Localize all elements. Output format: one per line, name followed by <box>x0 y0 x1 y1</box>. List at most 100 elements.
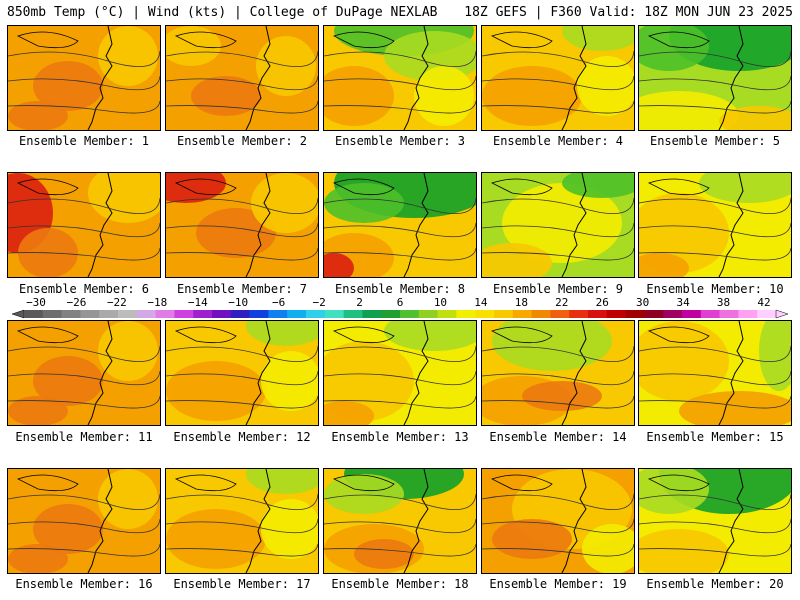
colorbar-tick-label: −14 <box>187 296 208 309</box>
temperature-field <box>639 173 791 277</box>
temperature-colorbar <box>12 309 788 319</box>
temperature-field <box>166 321 318 425</box>
ensemble-member-map <box>165 172 319 278</box>
map-title: 850mb Temp (°C) | Wind (kts) | College o… <box>7 5 438 20</box>
colorbar-tick-label: −2 <box>312 296 326 309</box>
temperature-field <box>482 26 634 130</box>
ensemble-member-map <box>7 25 161 131</box>
ensemble-member-map <box>481 468 635 574</box>
colorbar-tick-label: −30 <box>26 296 46 309</box>
member-label: Ensemble Member: 2 <box>176 134 308 148</box>
ensemble-member-map <box>323 468 477 574</box>
ensemble-member-map <box>7 320 161 426</box>
colorbar-segment <box>80 310 100 318</box>
member-label: Ensemble Member: 18 <box>331 577 469 591</box>
member-label: Ensemble Member: 12 <box>173 430 311 444</box>
member-label: Ensemble Member: 1 <box>18 134 150 148</box>
ensemble-member-map <box>481 320 635 426</box>
member-label: Ensemble Member: 13 <box>331 430 469 444</box>
colorbar-tick-label: 26 <box>595 296 609 309</box>
colorbar-segment <box>682 310 702 318</box>
ensemble-member-map <box>638 320 792 426</box>
colorbar-tick-label: 18 <box>514 296 528 309</box>
temperature-field <box>482 469 634 573</box>
colorbar-segment <box>644 310 664 318</box>
ensemble-member-map <box>323 172 477 278</box>
member-label: Ensemble Member: 6 <box>18 282 150 296</box>
member-label: Ensemble Member: 17 <box>173 577 311 591</box>
colorbar-tick-label: −22 <box>106 296 127 309</box>
ensemble-member-map <box>165 320 319 426</box>
colorbar-segment <box>249 310 269 318</box>
ensemble-member-map <box>7 172 161 278</box>
ensemble-member-map <box>638 172 792 278</box>
temperature-field <box>639 469 791 573</box>
colorbar-segment <box>212 310 232 318</box>
colorbar-segment <box>24 310 44 318</box>
colorbar-tick-label: 34 <box>676 296 690 309</box>
member-label: Ensemble Member: 3 <box>334 134 466 148</box>
member-label: Ensemble Member: 20 <box>646 577 784 591</box>
colorbar-max-arrow <box>775 309 788 319</box>
colorbar-min-arrow <box>12 309 25 319</box>
colorbar-segment <box>418 310 438 318</box>
colorbar-segment <box>118 310 138 318</box>
temperature-field <box>8 469 160 573</box>
run-info: 18Z GEFS | F360 Valid: 18Z MON JUN 23 20… <box>464 5 793 20</box>
colorbar-segment <box>625 310 645 318</box>
colorbar-segment <box>324 310 344 318</box>
ensemble-member-map <box>481 172 635 278</box>
temperature-field <box>324 173 476 277</box>
temperature-field <box>482 173 634 277</box>
colorbar-segment <box>588 310 608 318</box>
member-label: Ensemble Member: 15 <box>646 430 784 444</box>
temperature-field <box>166 26 318 130</box>
colorbar-segment <box>268 310 288 318</box>
colorbar-segment <box>42 310 62 318</box>
member-label: Ensemble Member: 11 <box>15 430 153 444</box>
member-label: Ensemble Member: 7 <box>176 282 308 296</box>
colorbar-segment <box>174 310 194 318</box>
colorbar-segment <box>475 310 495 318</box>
colorbar-tick-label: 6 <box>396 296 404 309</box>
colorbar-tick-label: 10 <box>433 296 448 309</box>
member-label: Ensemble Member: 8 <box>334 282 466 296</box>
colorbar-segment <box>136 310 156 318</box>
colorbar-segment <box>193 310 213 318</box>
colorbar-segment <box>287 310 307 318</box>
ensemble-member-map <box>323 25 477 131</box>
colorbar-segment <box>61 310 81 318</box>
temperature-field <box>324 321 476 425</box>
temperature-field <box>8 26 160 130</box>
colorbar-segment <box>700 310 720 318</box>
colorbar-segment <box>99 310 119 318</box>
colorbar-tick-label: 22 <box>555 296 569 309</box>
colorbar-segment <box>343 310 363 318</box>
temperature-field <box>8 321 160 425</box>
member-label: Ensemble Member: 16 <box>15 577 153 591</box>
colorbar-tick-label: −10 <box>228 296 249 309</box>
colorbar-segment <box>606 310 626 318</box>
ensemble-member-map <box>638 25 792 131</box>
member-label: Ensemble Member: 19 <box>489 577 627 591</box>
temperature-field <box>324 26 476 130</box>
temperature-field <box>8 173 160 277</box>
ensemble-member-map <box>481 25 635 131</box>
colorbar-segment <box>738 310 758 318</box>
colorbar-segment <box>512 310 532 318</box>
temperature-field <box>166 469 318 573</box>
member-label: Ensemble Member: 14 <box>489 430 627 444</box>
colorbar-tick-label: −18 <box>147 296 168 309</box>
member-label: Ensemble Member: 10 <box>646 282 784 296</box>
colorbar-tick-label: 14 <box>474 296 488 309</box>
colorbar-segment <box>456 310 476 318</box>
colorbar-segment <box>550 310 570 318</box>
temperature-field <box>482 321 634 425</box>
temperature-field <box>639 26 791 130</box>
ensemble-member-map <box>638 468 792 574</box>
ensemble-member-map <box>7 468 161 574</box>
colorbar-segment <box>400 310 420 318</box>
temperature-field <box>166 173 318 277</box>
colorbar-tick-label: 42 <box>757 296 771 309</box>
colorbar-segment <box>719 310 739 318</box>
